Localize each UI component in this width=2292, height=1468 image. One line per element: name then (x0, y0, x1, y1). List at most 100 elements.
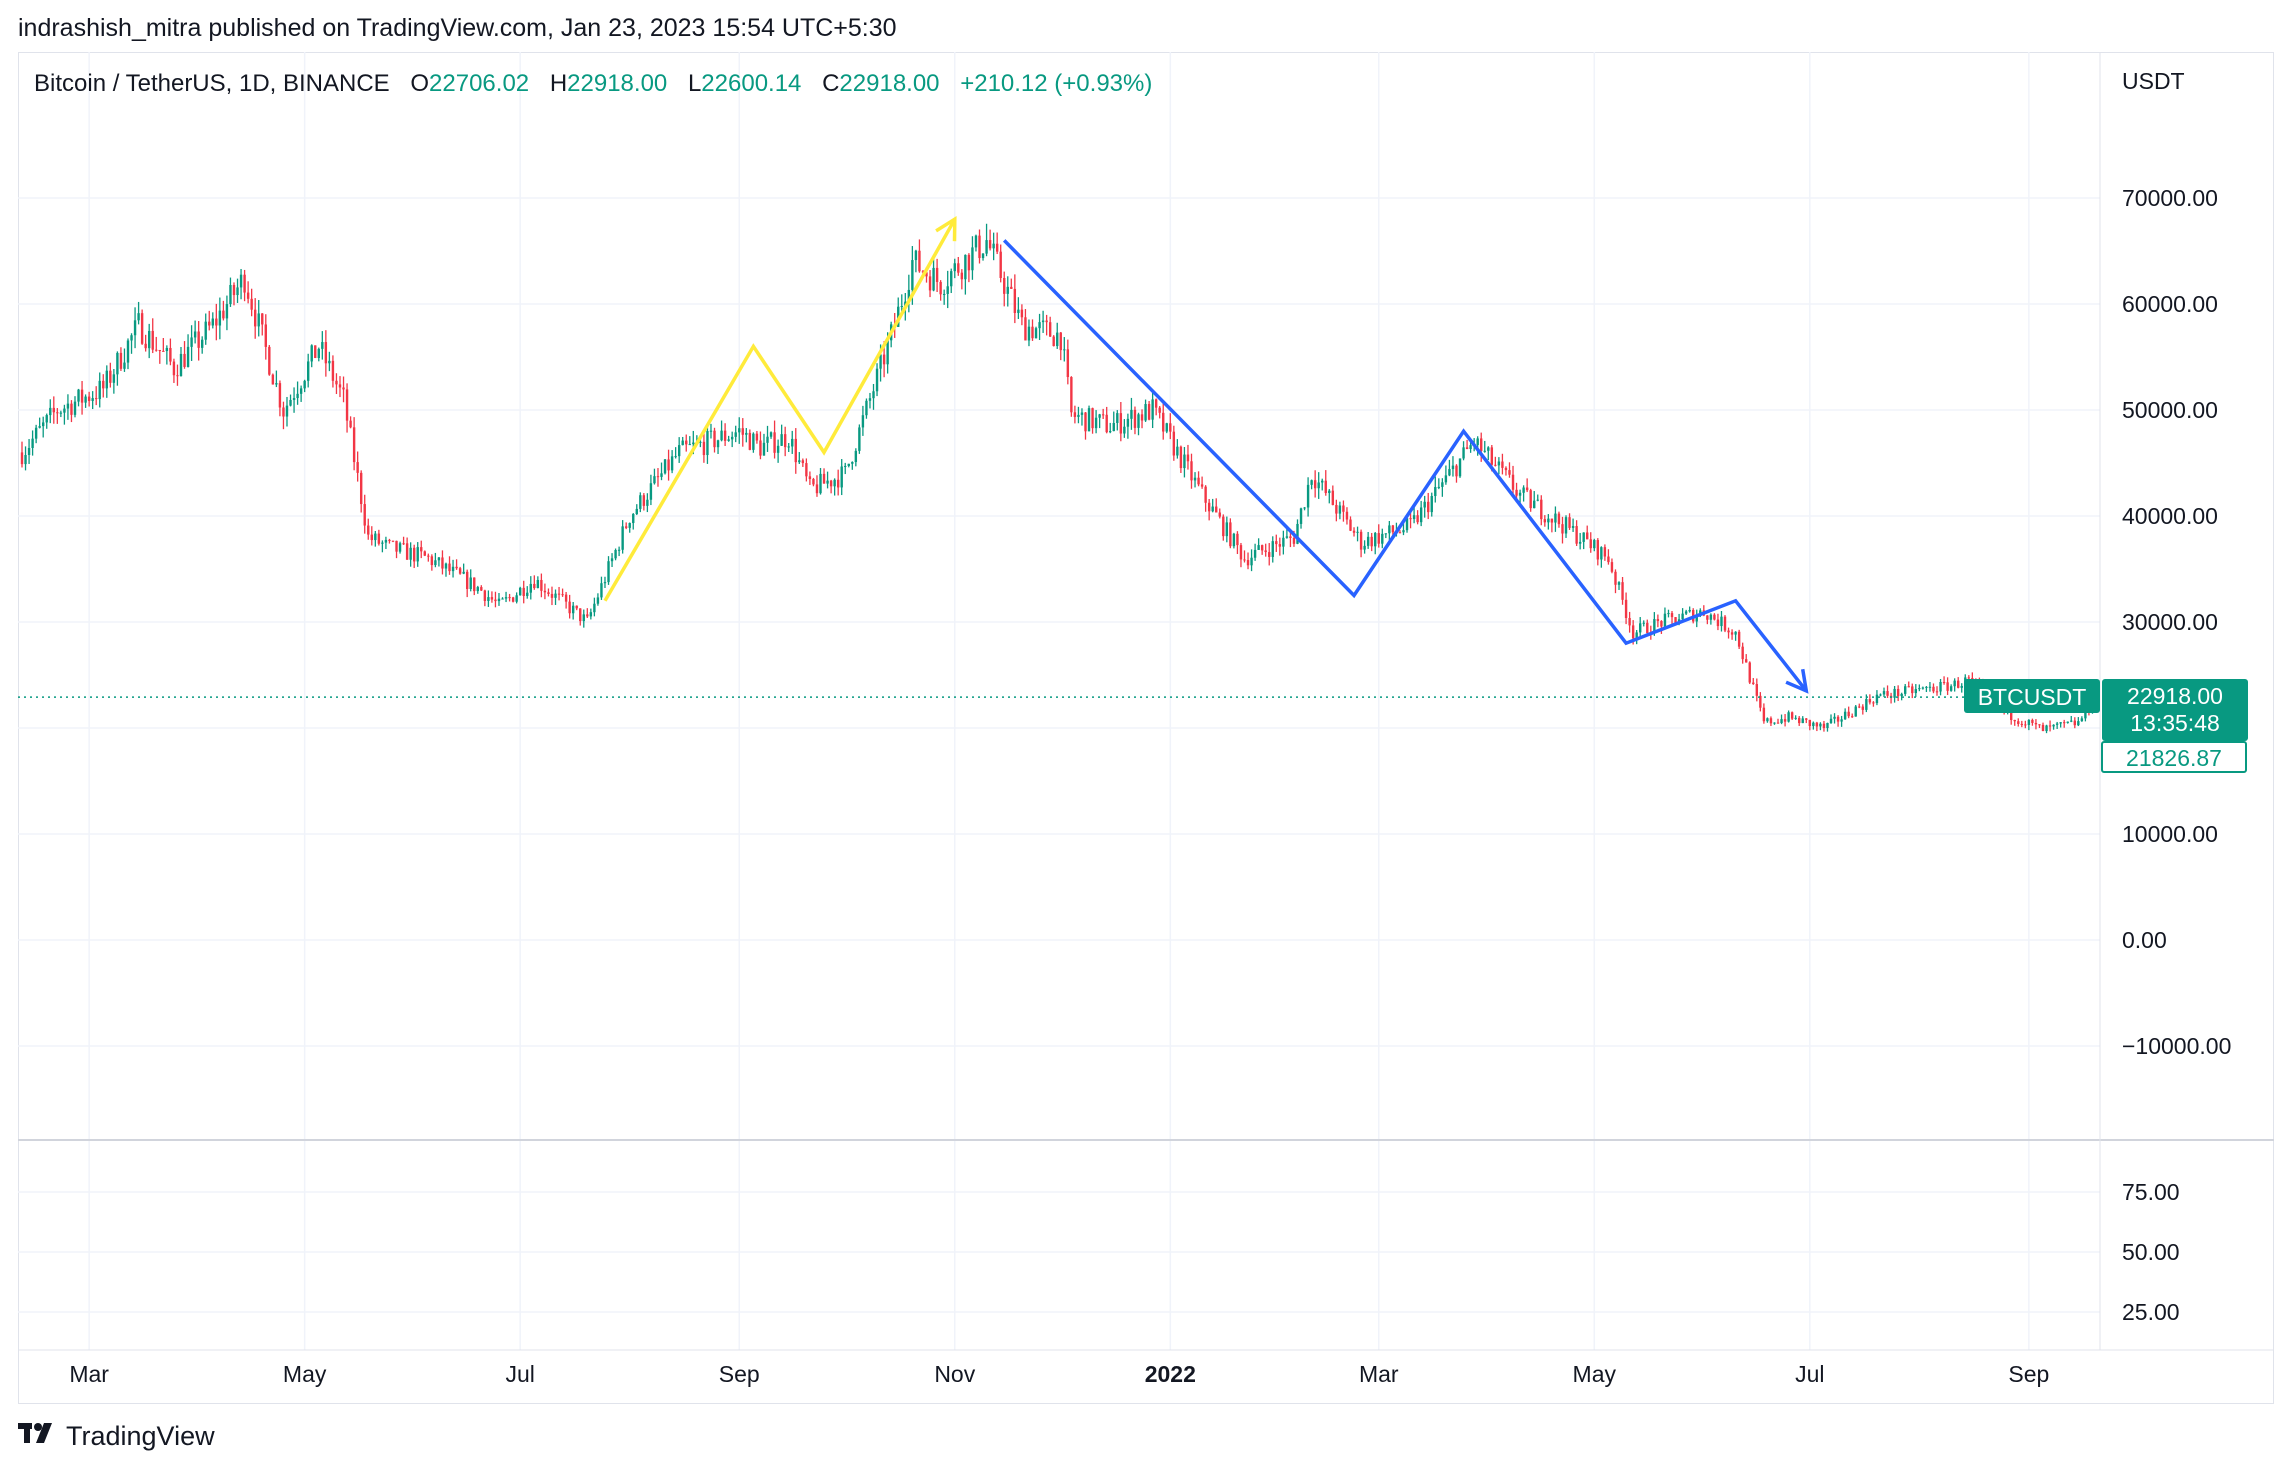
candle-body (1038, 322, 1041, 329)
candle-body (632, 514, 635, 524)
candle-body (1006, 286, 1009, 294)
candle-body (1077, 414, 1080, 417)
candle-body (1197, 477, 1200, 485)
candle-body (1313, 480, 1317, 489)
candle-body (1865, 699, 1868, 710)
candle-body (409, 547, 412, 560)
candle-body (1515, 489, 1518, 496)
candle-body (1971, 678, 1974, 680)
candle-body (904, 301, 907, 307)
footer-brand[interactable]: TradingView (18, 1420, 215, 1452)
candle-body (264, 324, 267, 347)
candle-body (462, 571, 465, 574)
candle-body (748, 432, 752, 450)
candle-body (911, 260, 914, 290)
candle-body (727, 439, 730, 441)
candle-body (1211, 506, 1214, 512)
candle-body (102, 380, 105, 389)
candle-body (179, 353, 183, 377)
candle-body (1582, 532, 1585, 542)
candle-body (391, 540, 395, 542)
candle-body (1861, 706, 1865, 710)
candle-body (1253, 549, 1257, 558)
candle-body (123, 362, 126, 369)
candle-body (1310, 480, 1313, 485)
candle-body (1568, 517, 1571, 528)
candle-body (455, 566, 458, 569)
candle-body (1653, 619, 1656, 634)
candle-body (579, 608, 582, 622)
candle-body (98, 380, 101, 400)
candle-body (653, 476, 656, 484)
candle-body (1798, 717, 1801, 724)
candle-body (1529, 490, 1532, 509)
time-axis-labels[interactable]: Mar May Jul Sep Nov 2022 Mar May Jul Sep (69, 1361, 2049, 1387)
candle-body (1589, 539, 1592, 549)
candle-body (1497, 461, 1501, 466)
pattern-annotations[interactable] (603, 216, 1809, 694)
candle-body (31, 438, 34, 448)
candle-body (1215, 506, 1218, 513)
candle-body (310, 345, 313, 362)
candle-body (1384, 533, 1388, 535)
candle-body (734, 432, 737, 437)
candle-body (1070, 377, 1073, 413)
candle-body (1957, 680, 1960, 688)
candle-body (593, 603, 596, 613)
candle-body (487, 597, 490, 601)
candle-body (1610, 562, 1614, 572)
candle-body (1935, 691, 1939, 693)
candle-body (1285, 536, 1289, 538)
candle-body (1398, 532, 1402, 534)
candle-body (794, 438, 797, 463)
price-axis-ticks[interactable]: 70000.00 60000.00 50000.00 40000.00 30000.00… (2122, 185, 2231, 1059)
candle-body (38, 426, 41, 428)
candle-body (759, 440, 762, 456)
candle-body (960, 272, 964, 280)
candle-body (469, 577, 472, 589)
candle-body (1571, 526, 1575, 528)
candle-body (289, 399, 292, 406)
candle-body (1858, 706, 1861, 708)
candle-body (964, 254, 967, 280)
candle-body (1783, 719, 1787, 722)
candle-body (953, 263, 956, 272)
candle-body (773, 432, 776, 453)
candle-body (882, 354, 886, 365)
candle-body (73, 401, 77, 415)
candle-body (1762, 707, 1766, 722)
candle-body (808, 476, 812, 480)
candle-body (1819, 723, 1822, 727)
candle-body (200, 339, 204, 348)
candle-body (1250, 557, 1253, 566)
candle-body (589, 612, 593, 617)
candle-body (1522, 487, 1525, 493)
candle-body (1723, 616, 1727, 631)
yellow-pattern-path[interactable] (603, 218, 957, 602)
candle-body (624, 526, 628, 528)
candle-body (1893, 688, 1896, 698)
candle-body (851, 462, 854, 464)
candle-body (646, 499, 649, 506)
symbol-title[interactable]: Bitcoin / TetherUS, 1D, BINANCE (34, 70, 390, 97)
candle-body (787, 446, 790, 448)
candle-body (2048, 725, 2052, 727)
candle-body (1829, 718, 1833, 723)
candle-body (2041, 724, 2045, 732)
candle-body (1328, 490, 1331, 494)
candle-body (1013, 288, 1017, 313)
candle-body (1621, 582, 1624, 600)
candle-body (1805, 718, 1808, 720)
candle-body (1374, 533, 1377, 547)
candle-body (246, 292, 250, 299)
candle-body (430, 556, 434, 566)
candle-body (1737, 631, 1741, 647)
candle-body (1670, 613, 1674, 618)
blue-pattern-path[interactable] (1002, 239, 1808, 692)
candle-body (656, 476, 660, 478)
candle-body (2038, 724, 2041, 726)
candle-body (1391, 525, 1395, 533)
candle-body (1434, 487, 1437, 497)
candle-body (1455, 465, 1458, 477)
